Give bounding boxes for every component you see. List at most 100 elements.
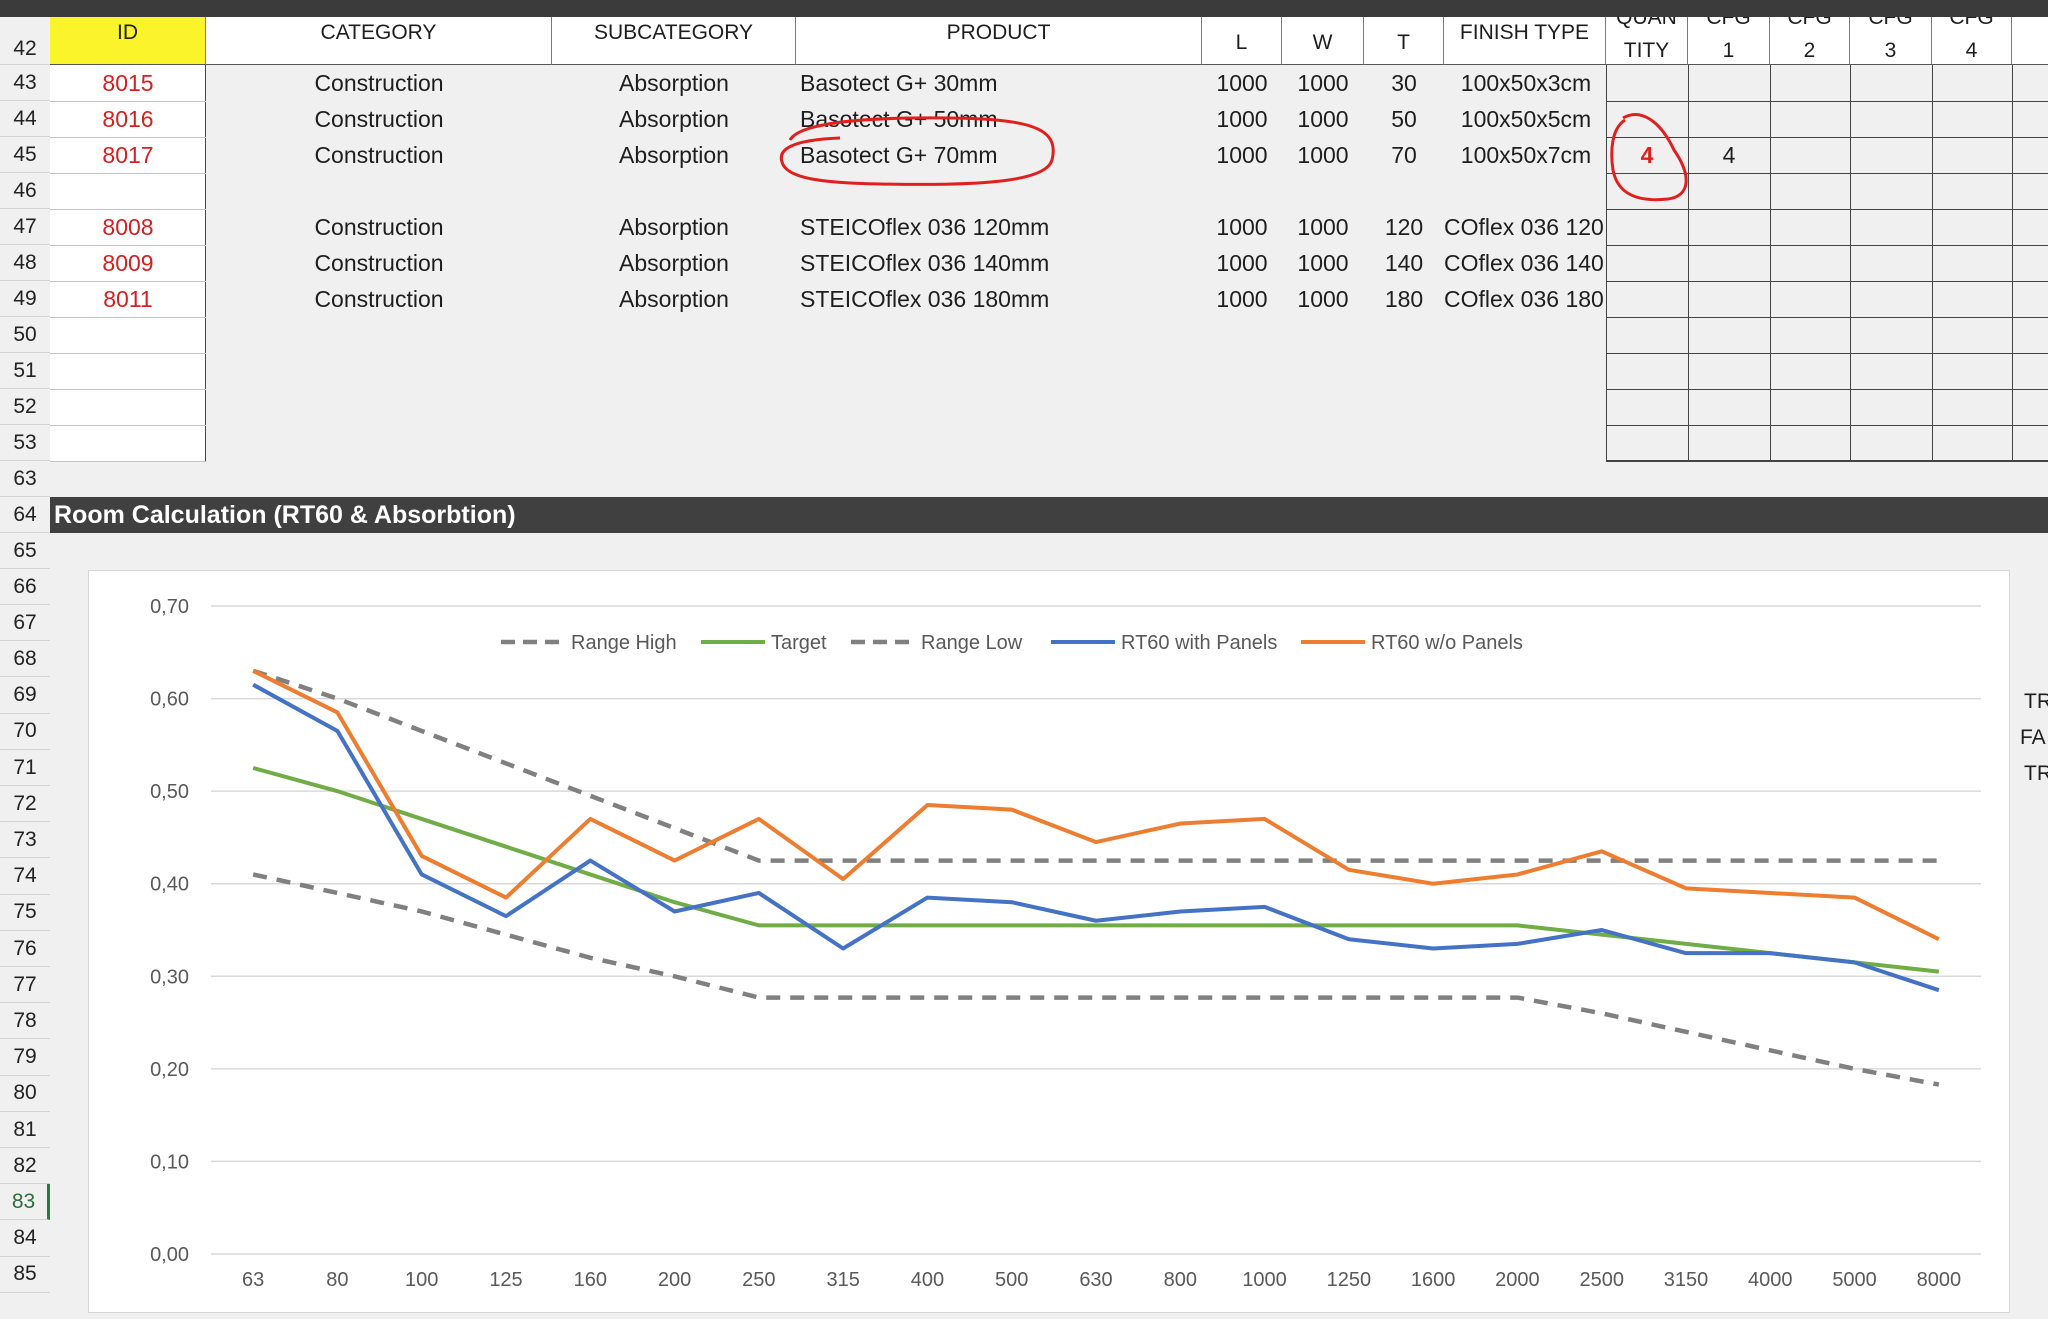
length-cell[interactable]: 1000	[1216, 105, 1268, 132]
product-cell[interactable]: STEICOflex 036 120mm	[800, 213, 1050, 240]
length-cell[interactable]: 1000	[1216, 285, 1268, 312]
header-cfg-5-partial[interactable]	[2012, 17, 2048, 65]
row-number[interactable]: 80	[0, 1075, 50, 1112]
header-cfg-1[interactable]: CFG 1	[1688, 17, 1770, 65]
row-number[interactable]: 51	[0, 353, 50, 389]
product-cell[interactable]: STEICOflex 036 140mm	[800, 249, 1050, 276]
row-number[interactable]: 78	[0, 1003, 50, 1040]
product-cell[interactable]: STEICOflex 036 180mm	[800, 285, 1050, 312]
product-cell[interactable]: Basotect G+ 30mm	[800, 69, 998, 96]
row-number[interactable]: 72	[0, 786, 50, 823]
row-number[interactable]: 45	[0, 137, 50, 173]
id-cell[interactable]: 8011	[103, 285, 153, 312]
category-cell[interactable]: Construction	[314, 141, 444, 168]
row-number[interactable]: 75	[0, 894, 50, 931]
row-number[interactable]: 77	[0, 967, 50, 1004]
row-number[interactable]: 79	[0, 1039, 50, 1076]
row-number[interactable]: 63	[0, 461, 50, 497]
row-number[interactable]: 73	[0, 822, 50, 859]
header-l[interactable]: L	[1202, 17, 1282, 65]
header-quantity[interactable]: QUAN TITY	[1606, 17, 1688, 65]
row-number[interactable]: 68	[0, 641, 50, 678]
header-cfg-3[interactable]: CFG 3	[1850, 17, 1932, 65]
id-cell[interactable]: 8015	[102, 69, 154, 96]
thickness-cell[interactable]: 50	[1391, 105, 1417, 132]
id-cell[interactable]: 8016	[102, 105, 154, 132]
thickness-cell[interactable]: 120	[1384, 213, 1424, 240]
row-number[interactable]: 47	[0, 209, 50, 245]
width-cell[interactable]: 1000	[1297, 69, 1349, 96]
row-number[interactable]: 71	[0, 750, 50, 786]
quantity-cell[interactable]: 4	[1640, 141, 1654, 168]
subcategory-cell[interactable]: Absorption	[619, 105, 729, 132]
subcategory-cell[interactable]: Absorption	[619, 213, 729, 240]
finish-type-cell[interactable]: 100x50x7cm	[1460, 141, 1592, 168]
id-cell[interactable]: 8008	[102, 213, 154, 240]
width-cell[interactable]: 1000	[1297, 213, 1349, 240]
category-cell[interactable]: Construction	[314, 105, 444, 132]
header-cfg-2[interactable]: CFG 2	[1770, 17, 1850, 65]
row-number[interactable]: 65	[0, 533, 50, 569]
thickness-cell[interactable]: 140	[1384, 249, 1424, 276]
thickness-cell[interactable]: 30	[1391, 69, 1417, 96]
category-cell[interactable]: Construction	[314, 213, 444, 240]
row-number[interactable]: 49	[0, 281, 50, 317]
length-cell[interactable]: 1000	[1216, 249, 1268, 276]
header-subcategory[interactable]: SUBCATEGORY	[552, 17, 796, 65]
row-number[interactable]: 48	[0, 245, 50, 281]
row-number[interactable]: 67	[0, 605, 50, 642]
header-category[interactable]: CATEGORY	[206, 17, 552, 65]
row-number[interactable]: 85	[0, 1256, 50, 1293]
rt60-chart-area[interactable]: 0,00 0,10 0,20 0,30 0,40 0,50 0,60 0,70 63 80 100 1…	[88, 570, 2010, 1313]
section-title-bar[interactable]: Room Calculation (RT60 & Absorbtion)	[50, 497, 2048, 533]
finish-type-cell[interactable]: 100x50x5cm	[1460, 105, 1592, 132]
id-cell[interactable]: 8009	[102, 249, 154, 276]
row-number[interactable]: 84	[0, 1220, 50, 1257]
length-cell[interactable]: 1000	[1216, 141, 1268, 168]
row-number[interactable]: 50	[0, 317, 50, 353]
width-cell[interactable]: 1000	[1297, 249, 1349, 276]
row-number[interactable]: 74	[0, 858, 50, 895]
row-number[interactable]: 43	[0, 65, 50, 101]
finish-type-cell[interactable]: 100x50x3cm	[1460, 69, 1592, 96]
category-cell[interactable]: Construction	[314, 69, 444, 96]
category-cell[interactable]: Construction	[314, 285, 444, 312]
header-cfg-4[interactable]: CFG 4	[1932, 17, 2012, 65]
thickness-cell[interactable]: 70	[1391, 141, 1417, 168]
row-number[interactable]: 42	[0, 17, 50, 65]
row-number[interactable]: 69	[0, 677, 50, 714]
length-cell[interactable]: 1000	[1216, 69, 1268, 96]
header-id[interactable]: ID	[50, 17, 206, 65]
row-number[interactable]: 66	[0, 569, 50, 605]
cfg-1-cell[interactable]: 4	[1722, 141, 1736, 168]
row-number[interactable]: 52	[0, 389, 50, 425]
subcategory-cell[interactable]: Absorption	[619, 285, 729, 312]
product-cell[interactable]: Basotect G+ 70mm	[800, 141, 998, 168]
header-finish-type[interactable]: FINISH TYPE	[1444, 17, 1606, 65]
width-cell[interactable]: 1000	[1297, 105, 1349, 132]
subcategory-cell[interactable]: Absorption	[619, 141, 729, 168]
finish-type-cell[interactable]: COflex 036 120	[1444, 213, 1604, 240]
width-cell[interactable]: 1000	[1297, 285, 1349, 312]
thickness-cell[interactable]: 180	[1384, 285, 1424, 312]
row-number[interactable]: 70	[0, 713, 50, 750]
id-cell[interactable]: 8017	[102, 141, 154, 168]
header-w[interactable]: W	[1282, 17, 1364, 65]
subcategory-cell[interactable]: Absorption	[619, 249, 729, 276]
row-number[interactable]: 46	[0, 173, 50, 209]
subcategory-cell[interactable]: Absorption	[619, 69, 729, 96]
width-cell[interactable]: 1000	[1297, 141, 1349, 168]
row-number[interactable]: 76	[0, 931, 50, 967]
header-t[interactable]: T	[1364, 17, 1444, 65]
row-number[interactable]: 81	[0, 1112, 50, 1148]
row-number[interactable]: 44	[0, 101, 50, 137]
header-product[interactable]: PRODUCT	[796, 17, 1202, 65]
category-cell[interactable]: Construction	[314, 249, 444, 276]
row-number[interactable]: 83	[0, 1184, 50, 1221]
row-number[interactable]: 82	[0, 1148, 50, 1185]
row-number[interactable]: 64	[0, 497, 50, 533]
length-cell[interactable]: 1000	[1216, 213, 1268, 240]
finish-type-cell[interactable]: COflex 036 140	[1444, 249, 1604, 276]
row-number[interactable]: 53	[0, 425, 50, 461]
finish-type-cell[interactable]: COflex 036 180	[1444, 285, 1604, 312]
